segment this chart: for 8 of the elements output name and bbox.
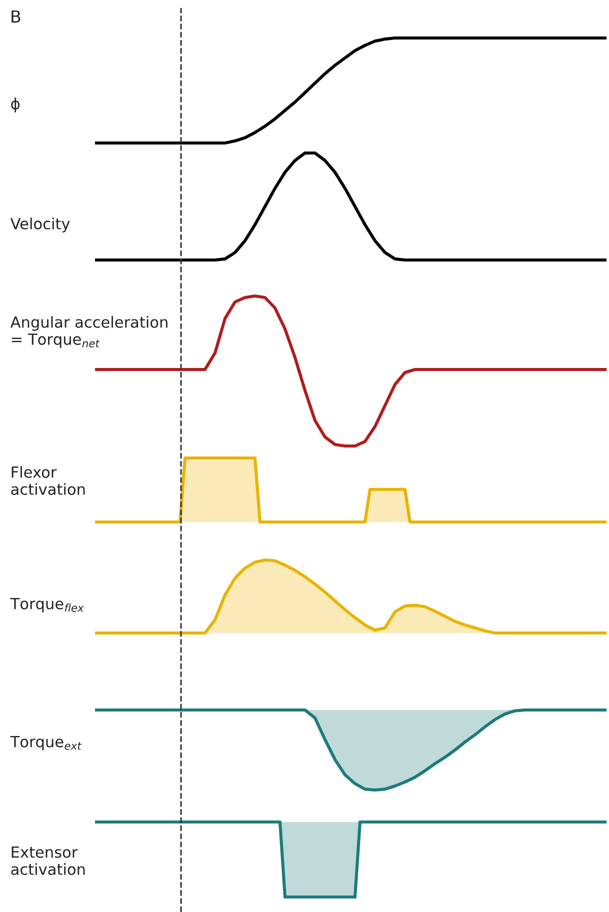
y-axis-title: Velocity xyxy=(10,218,70,232)
y-axis-title: Extensor activation xyxy=(11,846,85,875)
y-axis-title: Angular acceleration = Torque$_{net}$ xyxy=(10,316,168,348)
chart-title: B xyxy=(12,10,20,23)
y-axis-title: ϕ xyxy=(11,98,20,112)
y-axis-title: Torque$_{flex}$ xyxy=(10,598,84,612)
y-axis-title: Torque$_{ext}$ xyxy=(10,736,82,750)
y-axis-title: Flexor activation xyxy=(11,466,85,495)
